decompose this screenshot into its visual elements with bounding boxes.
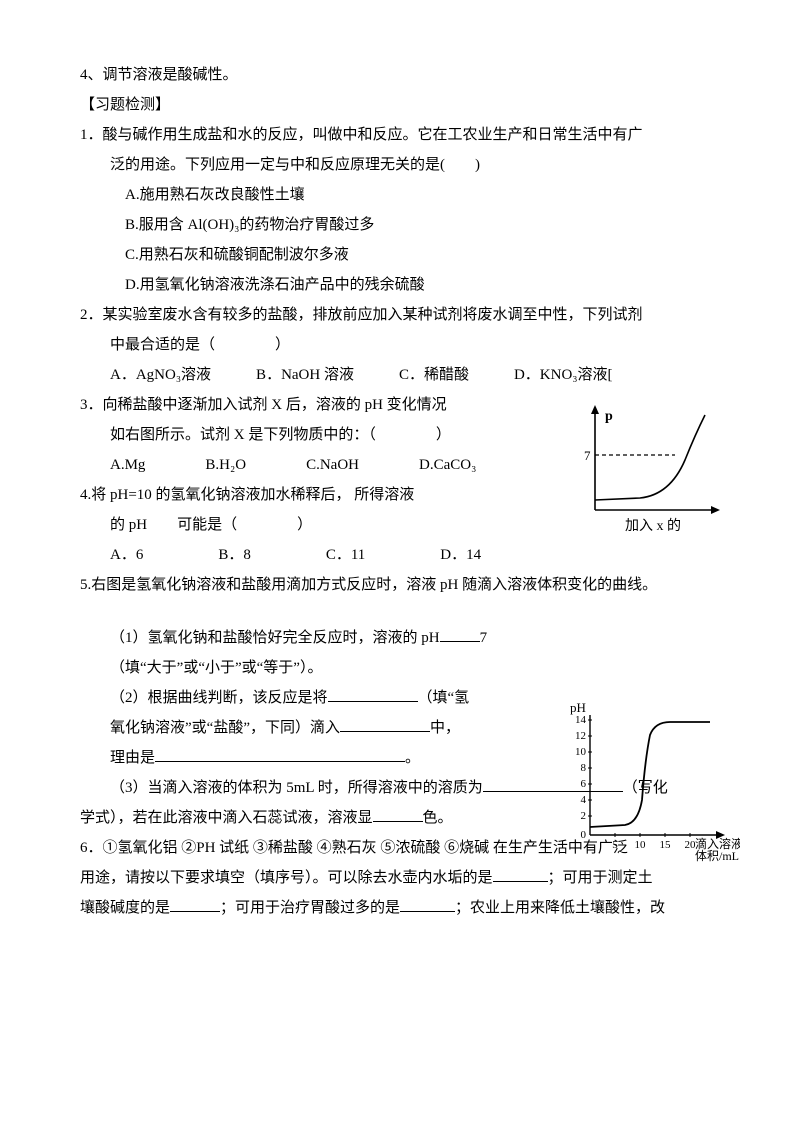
point-4: 4、调节溶液是酸碱性。 <box>80 60 720 90</box>
q5-part1: （1）氢氧化钠和盐酸恰好完全反应时，溶液的 pH 7 <box>80 623 500 653</box>
fig2-ytick: 14 <box>575 714 587 726</box>
fig2-ytick: 12 <box>575 730 586 742</box>
q5-p3c: 学式），若在此溶液中滴入石蕊试液，溶液显 <box>80 810 373 826</box>
fig2-ytick: 10 <box>575 746 587 758</box>
q5-part2-line2: 氧化钠溶液”或“盐酸”，下同）滴入 中， <box>80 713 500 743</box>
q2-stem-line2: 中最合适的是（ ） <box>80 330 720 360</box>
q5-part2-line1: （2）根据曲线判断，该反应是将 （填“氢 <box>80 683 500 713</box>
blank <box>373 806 423 822</box>
q5-p1a: （1）氢氧化钠和盐酸恰好完全反应时，溶液的 pH <box>110 630 440 646</box>
blank <box>400 896 455 912</box>
blank <box>440 626 480 642</box>
q5-p1b: 7 <box>480 630 488 646</box>
fig2-xtick: 15 <box>660 839 672 851</box>
fig2-ytick: 0 <box>581 829 587 841</box>
q1-stem-line1: 1．酸与碱作用生成盐和水的反应，叫做中和反应。它在工农业生产和日常生活中有广 <box>80 120 720 150</box>
fig1-ylabel: p <box>605 409 613 424</box>
q6-line3a: 壤酸碱度的是 <box>80 900 170 916</box>
q5-p2a: （2）根据曲线判断，该反应是将 <box>110 690 328 706</box>
q1-option-c: C.用熟石灰和硫酸铜配制波尔多液 <box>80 240 720 270</box>
q1-stem-line2: 泛的用途。下列应用一定与中和反应原理无关的是( ) <box>80 150 720 180</box>
q4-stem-line2: 的 pH 可能是（ ） <box>80 510 500 540</box>
q4-options: A．6 B．8 C．11 D．14 <box>80 540 500 570</box>
q5-p2b: （填“氢 <box>418 690 470 706</box>
fig2-ytick: 8 <box>581 762 587 774</box>
q6-line3: 壤酸碱度的是 ；可用于治疗胃酸过多的是 ；农业上用来降低土壤酸性，改 <box>80 893 720 923</box>
q5-p2d: 中， <box>430 720 460 736</box>
fig2-ylabel: pH <box>570 700 586 715</box>
q5-p2c: 氧化钠溶液”或“盐酸”，下同）滴入 <box>110 720 340 736</box>
q5-p3a: （3）当滴入溶液的体积为 5mL 时，所得溶液中的溶质为 <box>110 780 483 796</box>
q1-option-b: B.服用含 Al(OH)₃的药物治疗胃酸过多 <box>80 210 720 240</box>
fig2-xtick: 10 <box>635 839 647 851</box>
q5-p3d: 色。 <box>423 810 453 826</box>
q1-option-d: D.用氢氧化钠溶液洗涤石油产品中的残余硫酸 <box>80 270 720 300</box>
q3-figure: 7 p 加入 x 的 <box>570 400 730 540</box>
q6-line3c: ；农业上用来降低土壤酸性，改 <box>455 900 665 916</box>
blank <box>170 896 220 912</box>
q5-p1c: （填“大于”或“小于”或“等于”）。 <box>80 653 500 683</box>
fig2-xlabel2: 体积/mL <box>695 849 739 863</box>
blank <box>340 716 430 732</box>
q6-line2b: ；可用于测定土 <box>548 870 653 886</box>
fig2-ytick: 6 <box>581 778 587 790</box>
q5-p2e: 理由是 <box>110 750 155 766</box>
q4-stem-line1: 4.将 pH=10 的氢氧化钠溶液加水稀释后， 所得溶液 <box>80 480 500 510</box>
blank <box>328 686 418 702</box>
q6-line2a: 用途，请按以下要求填空（填序号）。可以除去水壶内水垢的是 <box>80 870 493 886</box>
fig2-ytick: 2 <box>581 810 587 822</box>
q3-stem-line2: 如右图所示。试剂 X 是下列物质中的：（ ） <box>80 420 500 450</box>
q3-options: A.Mg B.H₂O C.NaOH D.CaCO₃ <box>80 450 500 480</box>
fig2-ytick: 4 <box>581 794 587 806</box>
q6-line3b: ；可用于治疗胃酸过多的是 <box>220 900 400 916</box>
q5-p2f: 。 <box>405 750 420 766</box>
q5-figure: pH 14 12 10 8 6 4 2 0 <box>560 700 740 870</box>
fig1-xlabel: 加入 x 的 <box>625 518 681 534</box>
q5-part2-line3: 理由是 。 <box>80 743 500 773</box>
q3-stem-line1: 3．向稀盐酸中逐渐加入试剂 X 后，溶液的 pH 变化情况 <box>80 390 500 420</box>
fig2-xtick: 5 <box>612 839 618 851</box>
q2-options: A．AgNO₃溶液 B．NaOH 溶液 C．稀醋酸 D．KNO₃溶液[ <box>80 360 720 390</box>
blank <box>493 866 548 882</box>
blank <box>155 746 405 762</box>
fig1-ytick: 7 <box>584 448 591 463</box>
q1-option-a: A.施用熟石灰改良酸性土壤 <box>80 180 720 210</box>
q5-stem: 5.右图是氢氧化钠溶液和盐酸用滴加方式反应时，溶液 pH 随滴入溶液体积变化的曲… <box>80 570 720 600</box>
section-header: 【习题检测】 <box>80 90 720 120</box>
q2-stem-line1: 2．某实验室废水含有较多的盐酸，排放前应加入某种试剂将废水调至中性，下列试剂 <box>80 300 720 330</box>
